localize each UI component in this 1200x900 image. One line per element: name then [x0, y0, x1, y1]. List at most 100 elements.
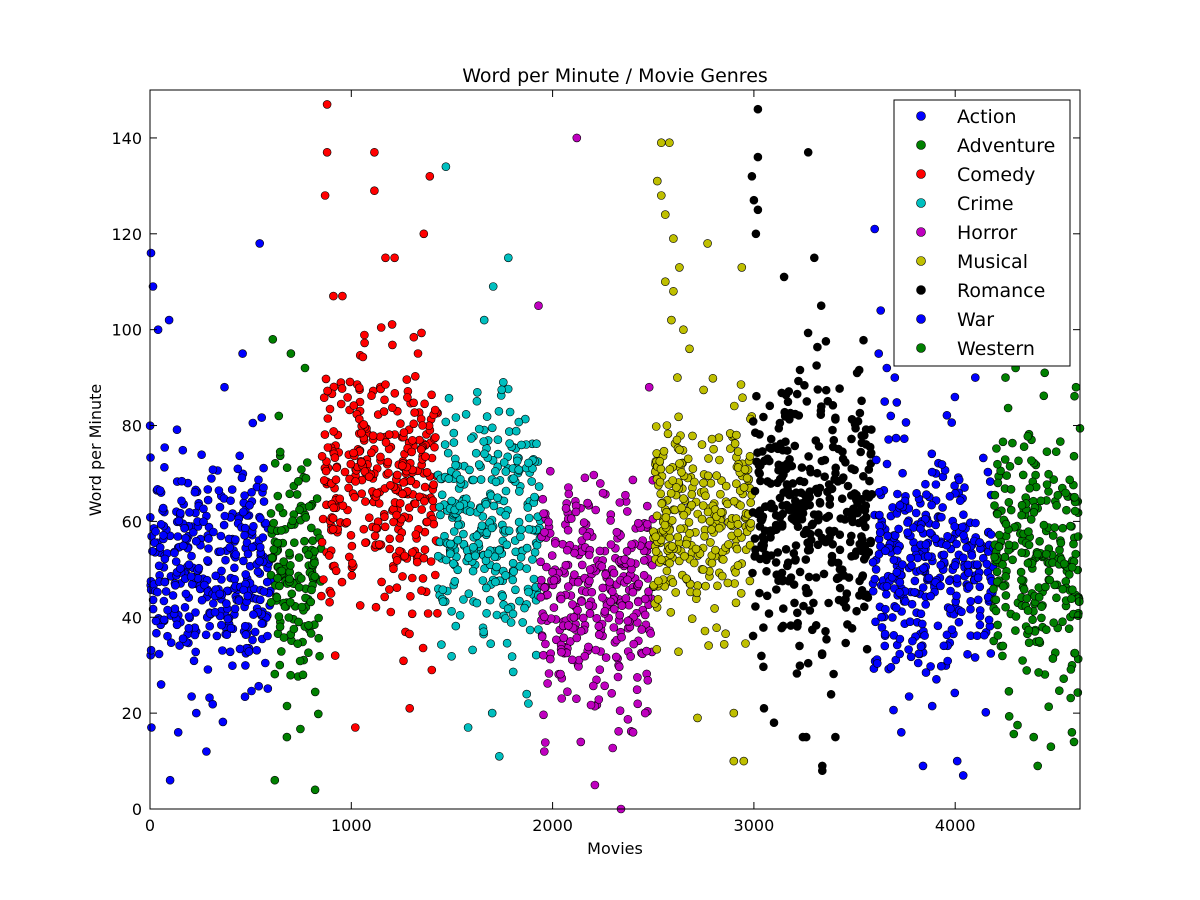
data-point	[225, 543, 235, 552]
data-point	[815, 483, 825, 493]
data-point	[469, 475, 478, 485]
data-point	[608, 587, 617, 596]
data-point	[831, 732, 840, 742]
data-point	[557, 694, 567, 703]
data-point	[745, 451, 755, 461]
data-point	[973, 573, 983, 583]
data-point	[570, 548, 579, 558]
data-point	[498, 592, 508, 601]
data-point	[286, 560, 295, 570]
data-point	[285, 489, 295, 499]
data-point	[572, 633, 582, 643]
data-point	[916, 524, 925, 534]
data-point	[952, 756, 962, 766]
data-point	[418, 421, 427, 430]
data-point	[656, 138, 666, 147]
data-point	[668, 578, 678, 587]
data-point	[477, 521, 487, 531]
data-point	[361, 538, 370, 548]
data-point	[959, 553, 968, 563]
data-point	[1001, 519, 1011, 529]
data-point	[778, 604, 788, 613]
data-point	[159, 596, 169, 606]
data-point	[816, 301, 826, 311]
data-point	[1018, 656, 1027, 665]
data-point	[319, 575, 328, 584]
data-point	[189, 527, 198, 537]
data-point	[797, 463, 807, 472]
data-point	[530, 492, 539, 502]
data-point	[412, 557, 422, 567]
data-point	[1023, 431, 1033, 441]
data-point	[1039, 520, 1049, 530]
data-point	[751, 229, 761, 239]
data-point	[322, 100, 332, 109]
data-point	[1049, 475, 1058, 484]
data-point	[881, 604, 890, 614]
data-point	[684, 517, 694, 527]
data-point	[1075, 597, 1084, 606]
data-point	[275, 622, 285, 632]
data-point	[1001, 373, 1010, 382]
data-point	[889, 555, 899, 565]
data-point	[643, 675, 653, 685]
data-point	[1025, 483, 1034, 493]
data-point	[160, 462, 169, 472]
data-point	[1014, 456, 1023, 466]
data-point	[730, 439, 740, 448]
data-point	[682, 574, 691, 583]
data-point	[713, 581, 722, 591]
data-point	[607, 688, 617, 698]
data-point	[537, 632, 547, 642]
data-point	[386, 607, 396, 617]
data-point	[959, 531, 968, 540]
data-point	[304, 620, 313, 630]
data-point	[476, 475, 486, 484]
data-point	[570, 570, 579, 579]
data-point	[216, 547, 225, 556]
data-point	[714, 523, 724, 533]
data-point	[872, 659, 882, 668]
data-point	[662, 421, 672, 430]
data-point	[672, 483, 681, 492]
data-point	[790, 409, 800, 419]
data-point	[699, 385, 708, 395]
data-point	[453, 565, 463, 575]
data-point	[336, 399, 346, 409]
data-point	[693, 713, 702, 723]
data-point	[282, 701, 292, 711]
data-point	[921, 600, 931, 609]
data-point	[321, 466, 331, 476]
data-point	[729, 756, 739, 766]
data-point	[973, 595, 983, 605]
y-tick-label: 20	[122, 704, 142, 723]
data-point	[904, 645, 913, 654]
data-point	[259, 483, 268, 492]
y-tick-label: 0	[132, 800, 142, 819]
data-point	[1070, 506, 1080, 516]
data-point	[398, 489, 407, 499]
data-point	[315, 651, 324, 661]
data-point	[795, 567, 805, 577]
data-point	[835, 564, 845, 574]
data-point	[655, 456, 665, 466]
data-point	[304, 648, 313, 658]
data-point	[492, 562, 501, 572]
data-point	[248, 635, 257, 645]
data-point	[427, 665, 437, 675]
data-point	[736, 588, 746, 598]
data-point	[517, 440, 526, 450]
data-point	[1073, 532, 1083, 541]
data-point	[456, 474, 465, 484]
data-point	[986, 649, 996, 658]
data-point	[733, 519, 743, 529]
data-point	[831, 463, 841, 473]
data-point	[230, 563, 239, 573]
data-point	[687, 490, 697, 499]
data-point	[835, 545, 845, 555]
data-point	[549, 575, 559, 585]
data-point	[166, 638, 176, 648]
data-point	[146, 645, 156, 655]
data-point	[1067, 594, 1076, 604]
data-point	[895, 500, 905, 510]
